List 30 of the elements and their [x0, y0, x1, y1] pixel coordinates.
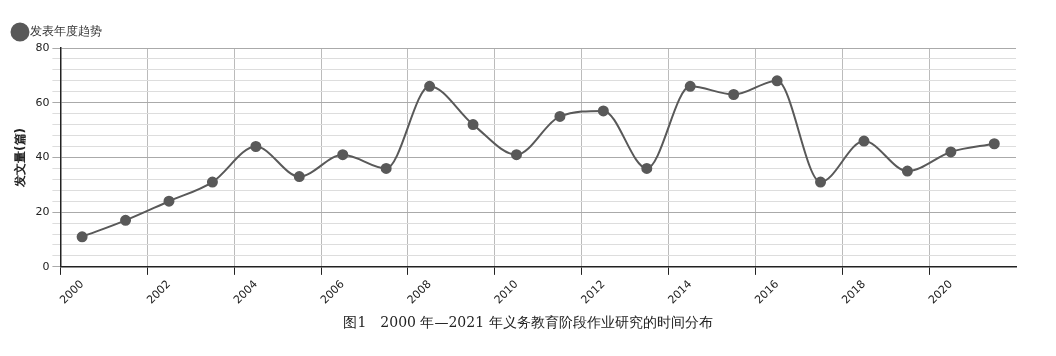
caption: 图1 2000 年—2021 年义务教育阶段作业研究的时间分布 — [342, 314, 714, 332]
point — [728, 89, 740, 101]
point — [684, 80, 696, 92]
point — [815, 176, 827, 188]
point — [901, 165, 913, 177]
point — [510, 149, 522, 161]
point — [554, 110, 566, 122]
point — [467, 119, 479, 131]
legend-label: 发表年度趋势 — [30, 24, 102, 39]
point — [206, 176, 218, 188]
point — [337, 149, 349, 161]
point — [293, 171, 305, 183]
point — [945, 146, 957, 158]
y-axis-title: 发文量(篇) — [13, 127, 28, 188]
point — [163, 195, 175, 207]
y-tick-label: 0 — [42, 259, 50, 273]
y-tick-label: 40 — [35, 150, 50, 164]
point — [424, 80, 436, 92]
y-tick-label: 20 — [35, 205, 50, 219]
point — [858, 135, 870, 147]
point — [120, 214, 132, 226]
point — [641, 162, 653, 174]
point — [76, 231, 88, 243]
point — [771, 75, 783, 87]
point — [597, 105, 609, 117]
point — [380, 162, 392, 174]
y-tick-label: 80 — [35, 40, 50, 54]
y-tick-label: 60 — [35, 95, 50, 109]
point — [988, 138, 1000, 150]
point — [250, 140, 262, 152]
